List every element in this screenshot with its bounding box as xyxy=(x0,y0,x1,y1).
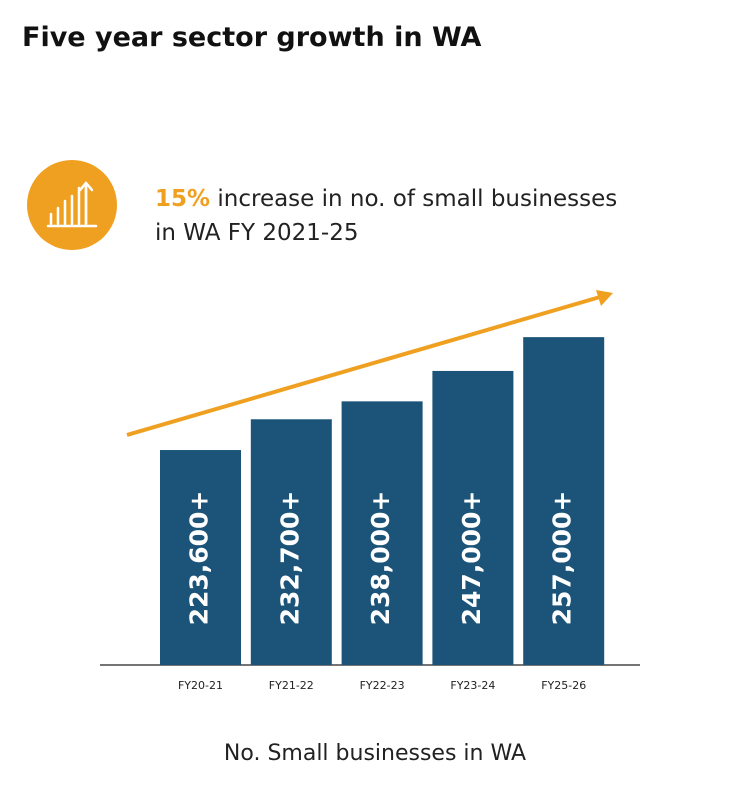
x-tick-label: FY22-23 xyxy=(360,679,405,692)
bar xyxy=(341,401,423,665)
x-tick-label: FY20-21 xyxy=(178,679,223,692)
headline: 15% increase in no. of small businesses … xyxy=(155,182,635,250)
value-label: 238,000+ xyxy=(366,491,395,626)
x-tick-label: FY21-22 xyxy=(269,679,314,692)
value-label: 247,000+ xyxy=(457,491,486,626)
value-label: 223,600+ xyxy=(185,491,214,626)
bar xyxy=(523,337,605,665)
x-tick-label: FY23-24 xyxy=(450,679,495,692)
trend-arrow xyxy=(126,290,613,437)
value-label: 257,000+ xyxy=(548,491,577,626)
headline-highlight: 15% xyxy=(155,186,211,212)
chart-caption: No. Small businesses in WA xyxy=(224,741,526,766)
bar xyxy=(250,419,332,665)
bar xyxy=(432,370,514,665)
value-label: 232,700+ xyxy=(275,491,304,626)
bar xyxy=(160,450,241,665)
page-title: Five year sector growth in WA xyxy=(22,22,482,53)
x-tick-label: FY25-26 xyxy=(541,679,586,692)
icon xyxy=(27,160,117,250)
headline-text: increase in no. of small businesses in W… xyxy=(155,186,618,246)
